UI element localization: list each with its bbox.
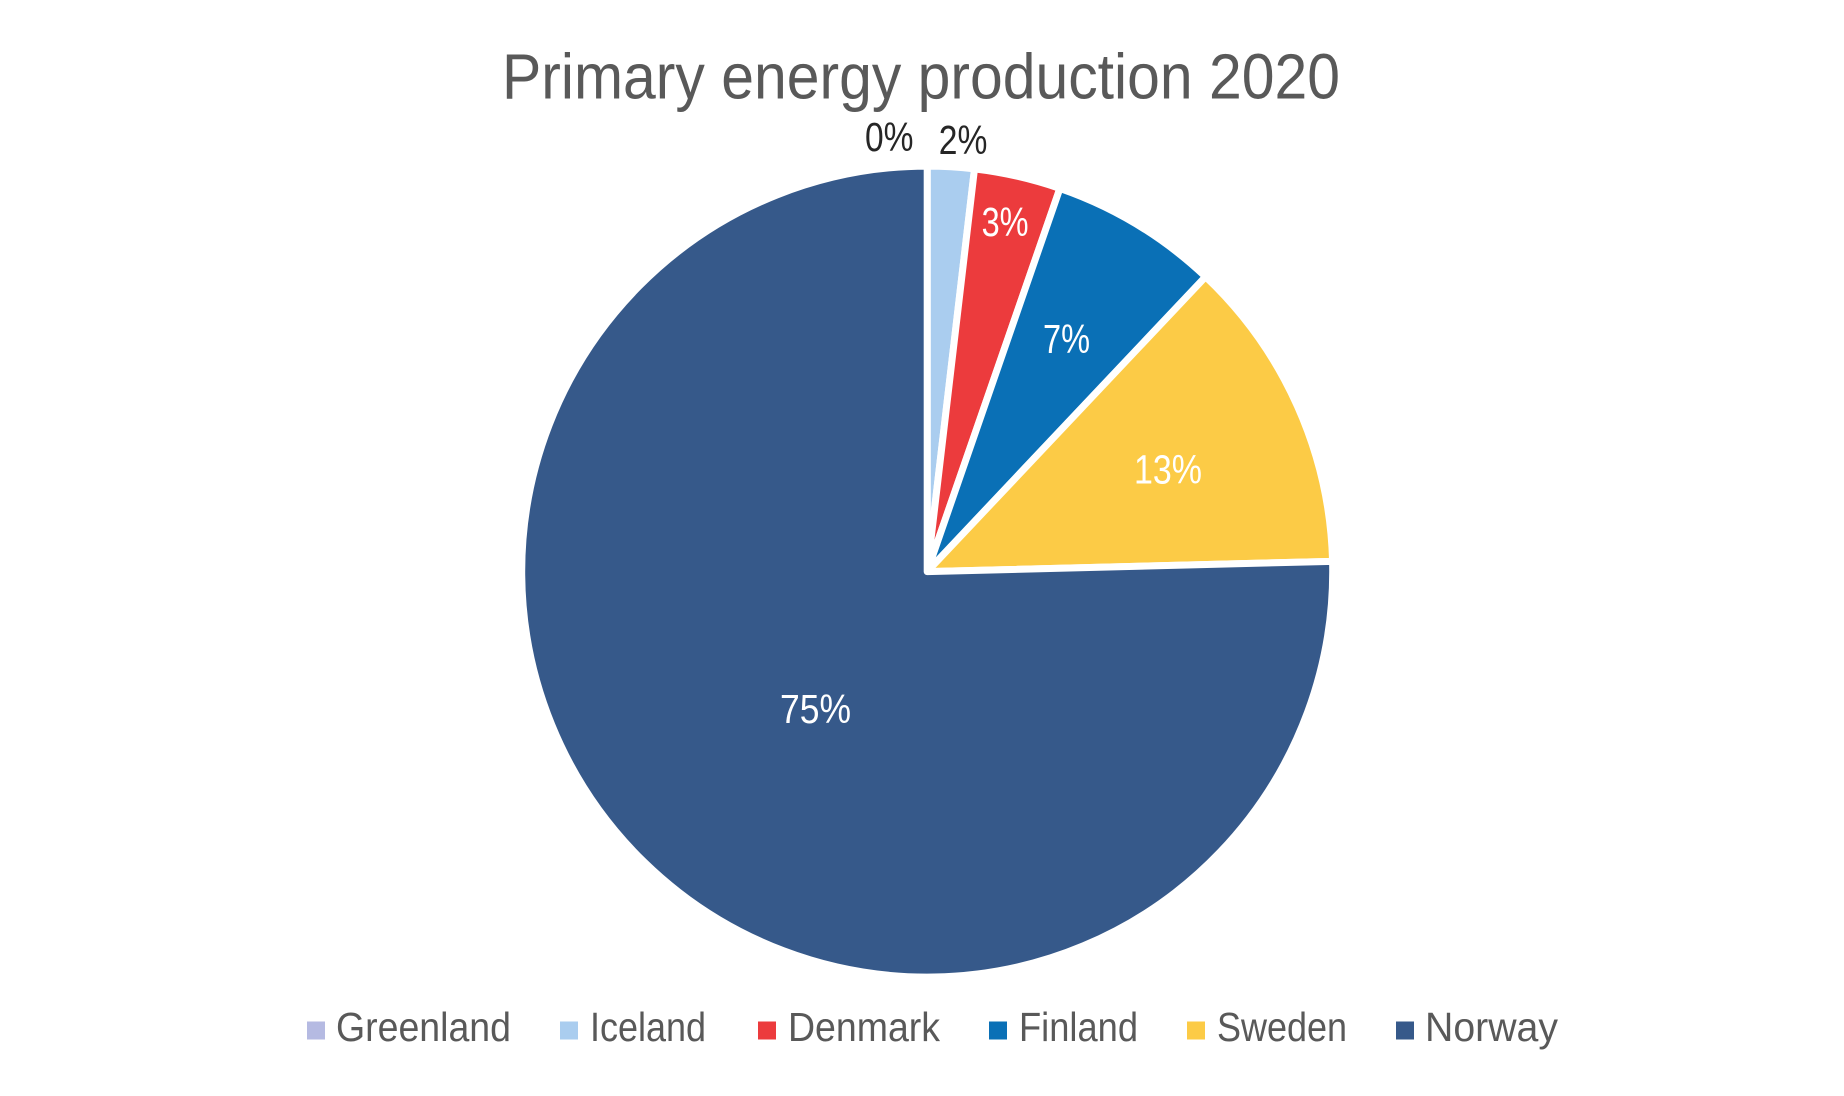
svg-text:2%: 2% [939,117,988,163]
svg-text:75%: 75% [780,686,851,732]
svg-text:Sweden: Sweden [1217,1004,1347,1050]
svg-text:Greenland: Greenland [336,1004,511,1050]
svg-text:Norway: Norway [1425,1004,1559,1050]
svg-text:Iceland: Iceland [590,1004,706,1050]
svg-text:7%: 7% [1043,316,1090,362]
svg-text:Primary energy production 2020: Primary energy production 2020 [502,41,1340,113]
svg-text:13%: 13% [1134,447,1202,493]
svg-text:0%: 0% [865,114,914,160]
svg-text:Denmark: Denmark [788,1004,941,1050]
svg-text:Finland: Finland [1019,1004,1138,1050]
svg-text:3%: 3% [982,199,1029,245]
